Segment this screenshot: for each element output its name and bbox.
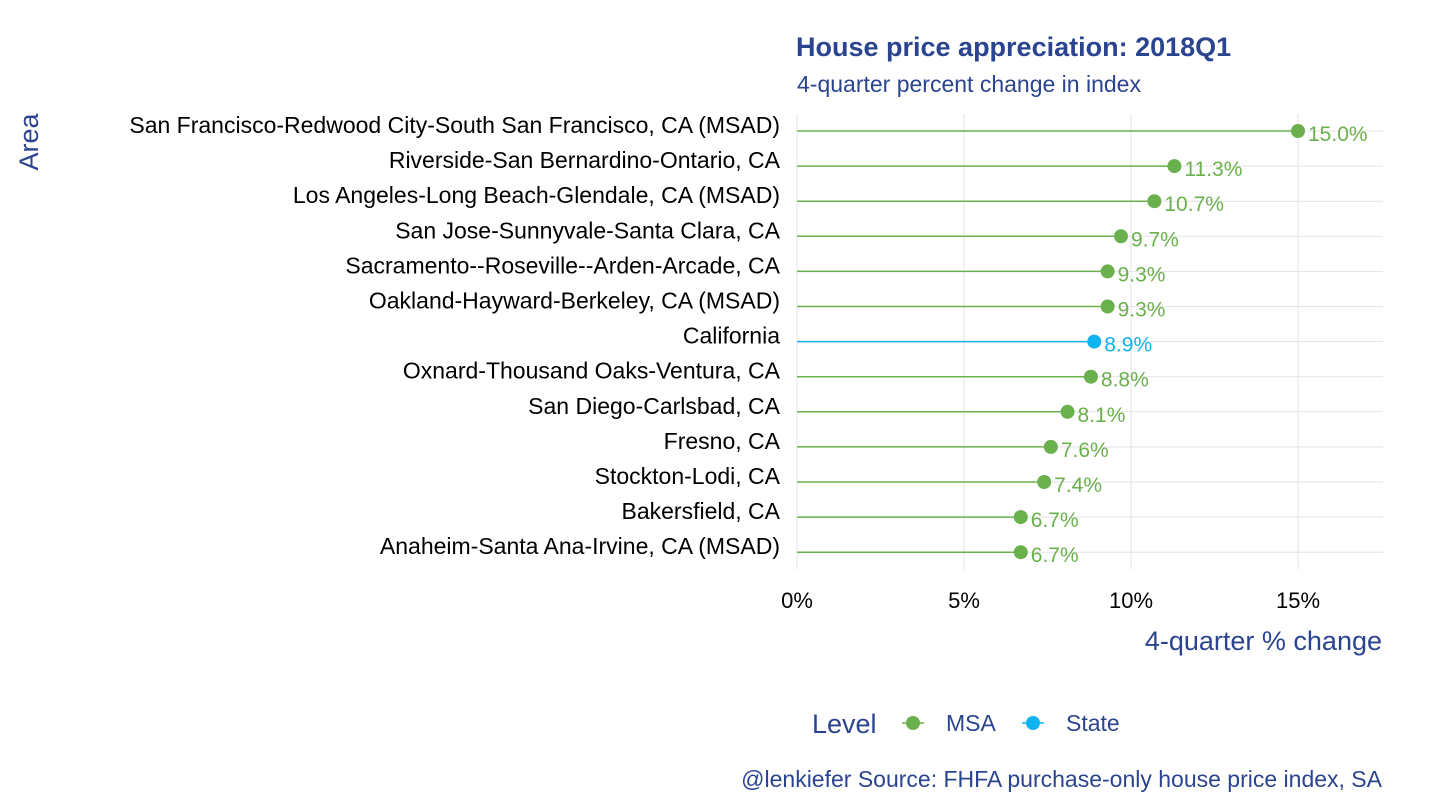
lollipop-point — [1100, 299, 1115, 314]
data-rows: San Francisco-Redwood City-South San Fra… — [129, 112, 1383, 567]
value-label: 6.7% — [1031, 509, 1079, 532]
lollipop-point — [1147, 194, 1162, 209]
lollipop-point — [1060, 404, 1075, 419]
category-label: Anaheim-Santa Ana-Irvine, CA (MSAD) — [380, 533, 780, 559]
legend: Level MSA State — [812, 709, 1120, 739]
value-label: 10.7% — [1164, 193, 1224, 216]
category-label: California — [683, 323, 780, 349]
chart-row: Oxnard-Thousand Oaks-Ventura, CA 8.8% — [403, 358, 1383, 392]
chart-row: Oakland-Hayward-Berkeley, CA (MSAD) 9.3% — [369, 288, 1383, 322]
chart-row: San Diego-Carlsbad, CA 8.1% — [528, 393, 1383, 427]
chart-row: Anaheim-Santa Ana-Irvine, CA (MSAD) 6.7% — [380, 533, 1383, 567]
category-label: Stockton-Lodi, CA — [595, 463, 781, 489]
category-label: San Francisco-Redwood City-South San Fra… — [129, 112, 780, 138]
legend-key-point — [906, 716, 920, 730]
category-label: San Jose-Sunnyvale-Santa Clara, CA — [395, 217, 780, 243]
chart-row: Riverside-San Bernardino-Ontario, CA 11.3… — [389, 147, 1383, 181]
legend-key-point — [1026, 716, 1040, 730]
category-label: Los Angeles-Long Beach-Glendale, CA (MSA… — [293, 182, 780, 208]
category-label: Oakland-Hayward-Berkeley, CA (MSAD) — [369, 288, 780, 314]
lollipop-point — [1113, 229, 1128, 244]
category-label: Oxnard-Thousand Oaks-Ventura, CA — [403, 358, 781, 384]
category-label: Fresno, CA — [664, 428, 781, 454]
chart-row: San Francisco-Redwood City-South San Fra… — [129, 112, 1383, 146]
value-label: 8.1% — [1078, 404, 1126, 427]
chart-row: San Jose-Sunnyvale-Santa Clara, CA 9.7% — [395, 217, 1383, 251]
chart-row: California 8.9% — [683, 323, 1383, 357]
lollipop-point — [1037, 475, 1052, 489]
lollipop-point — [1100, 264, 1115, 279]
chart-row: Los Angeles-Long Beach-Glendale, CA (MSA… — [293, 182, 1383, 216]
legend-item-msa: MSA — [902, 710, 997, 736]
value-label: 8.8% — [1101, 369, 1149, 392]
category-label: Riverside-San Bernardino-Ontario, CA — [389, 147, 781, 173]
x-tick-label: 10% — [1109, 588, 1153, 613]
x-tick-label: 5% — [948, 588, 980, 613]
lollipop-point — [1291, 124, 1305, 138]
chart-row: Sacramento--Roseville--Arden-Arcade, CA 9… — [345, 252, 1383, 286]
legend-title: Level — [812, 709, 877, 739]
value-label: 11.3% — [1184, 158, 1242, 181]
chart-caption: @lenkiefer Source: FHFA purchase-only ho… — [741, 766, 1382, 792]
value-label: 15.0% — [1308, 123, 1368, 146]
value-label: 8.9% — [1104, 334, 1152, 357]
value-label: 9.7% — [1131, 228, 1179, 251]
value-label: 6.7% — [1031, 544, 1079, 567]
category-label: San Diego-Carlsbad, CA — [528, 393, 781, 419]
x-tick-label: 0% — [781, 588, 813, 613]
category-label: Sacramento--Roseville--Arden-Arcade, CA — [345, 252, 780, 278]
value-label: 9.3% — [1118, 299, 1166, 322]
lollipop-point — [1087, 334, 1102, 349]
value-label: 7.4% — [1054, 474, 1102, 497]
value-label: 7.6% — [1061, 439, 1109, 462]
chart-subtitle: 4-quarter percent change in index — [797, 71, 1141, 97]
chart-row: Fresno, CA 7.6% — [664, 428, 1383, 462]
lollipop-point — [1167, 159, 1182, 174]
value-label: 9.3% — [1118, 263, 1166, 286]
x-tick-label: 15% — [1276, 588, 1320, 613]
legend-label: State — [1066, 710, 1120, 736]
x-axis-ticks: 0% 5% 10% 15% — [781, 588, 1320, 613]
lollipop-point — [1043, 439, 1058, 454]
lollipop-point — [1083, 369, 1098, 384]
lollipop-point — [1013, 510, 1028, 525]
category-label: Bakersfield, CA — [621, 498, 780, 524]
legend-item-state: State — [1022, 710, 1120, 736]
chart-title: House price appreciation: 2018Q1 — [796, 32, 1231, 62]
x-axis-title: 4-quarter % change — [1145, 626, 1382, 656]
lollipop-point — [1013, 545, 1028, 560]
y-axis-title: Area — [14, 113, 44, 171]
legend-label: MSA — [946, 710, 997, 736]
chart-row: Stockton-Lodi, CA 7.4% — [595, 463, 1383, 497]
chart-row: Bakersfield, CA 6.7% — [621, 498, 1383, 532]
